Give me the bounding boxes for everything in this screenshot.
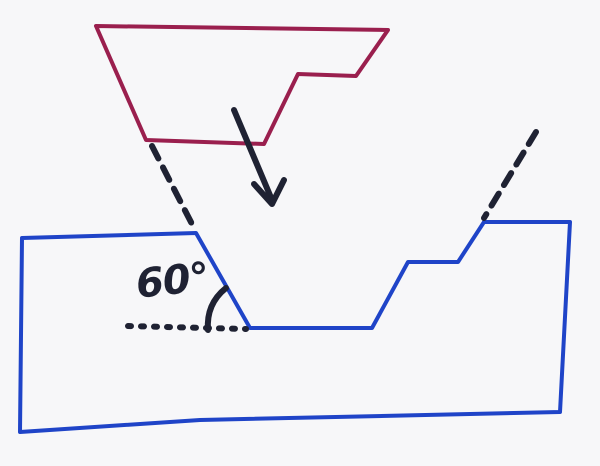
- angle-label: 60°: [133, 254, 211, 308]
- tool-profile: [94, 24, 390, 146]
- right-dashed-extension: [481, 129, 539, 221]
- angle-reference-line: [125, 323, 249, 332]
- left-dashed-extension: [149, 143, 197, 231]
- motion-arrow: [231, 107, 287, 207]
- arrow-shaft: [231, 107, 275, 203]
- workpiece-outline: [18, 220, 572, 434]
- arrow-head-icon: [251, 177, 287, 207]
- angle-arc: [204, 285, 229, 333]
